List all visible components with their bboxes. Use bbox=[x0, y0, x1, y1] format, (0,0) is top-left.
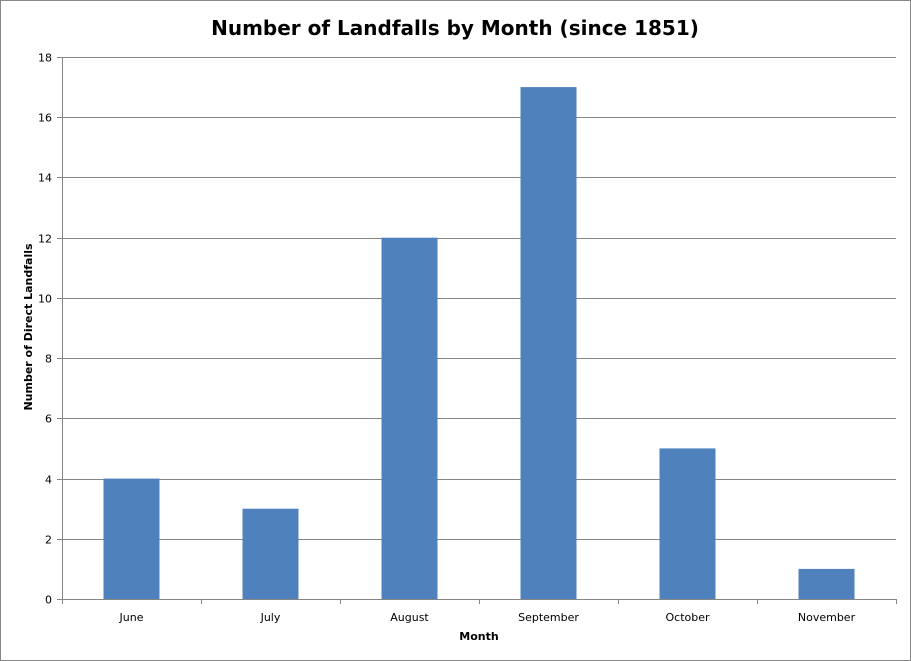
bar-november bbox=[798, 568, 855, 599]
bar-august bbox=[381, 237, 438, 599]
y-tick-label: 2 bbox=[45, 534, 52, 547]
bar-october bbox=[659, 448, 716, 599]
x-tick-label-june: June bbox=[119, 611, 144, 624]
x-tick-label-september: September bbox=[518, 611, 579, 624]
y-tick-label: 18 bbox=[38, 52, 52, 65]
y-tick-label: 16 bbox=[38, 112, 52, 125]
y-tick-label: 6 bbox=[45, 413, 52, 426]
bar-june bbox=[103, 478, 160, 599]
y-tick-labels: 0 2 4 6 8 10 12 14 16 18 bbox=[38, 52, 52, 607]
y-tick-label: 12 bbox=[38, 233, 52, 246]
y-tick-label: 8 bbox=[45, 353, 52, 366]
x-tick-label-october: October bbox=[665, 611, 709, 624]
y-axis-title: Number of Direct Landfalls bbox=[22, 243, 35, 411]
gridlines bbox=[62, 57, 896, 540]
x-axis-title: Month bbox=[459, 630, 498, 643]
x-tick-labels: June July August September October November bbox=[119, 611, 856, 624]
bar-september bbox=[520, 87, 577, 599]
bars bbox=[103, 87, 855, 599]
axes bbox=[57, 57, 897, 604]
chart-title: Number of Landfalls by Month (since 1851… bbox=[211, 16, 699, 40]
y-tick-label: 4 bbox=[45, 474, 52, 487]
x-tick-label-august: August bbox=[390, 611, 429, 624]
bar-july bbox=[242, 508, 299, 599]
y-tick-label: 14 bbox=[38, 172, 52, 185]
y-tick-label: 0 bbox=[45, 594, 52, 607]
x-tick-label-november: November bbox=[798, 611, 856, 624]
x-tick-label-july: July bbox=[260, 611, 281, 624]
y-tick-label: 10 bbox=[38, 293, 52, 306]
